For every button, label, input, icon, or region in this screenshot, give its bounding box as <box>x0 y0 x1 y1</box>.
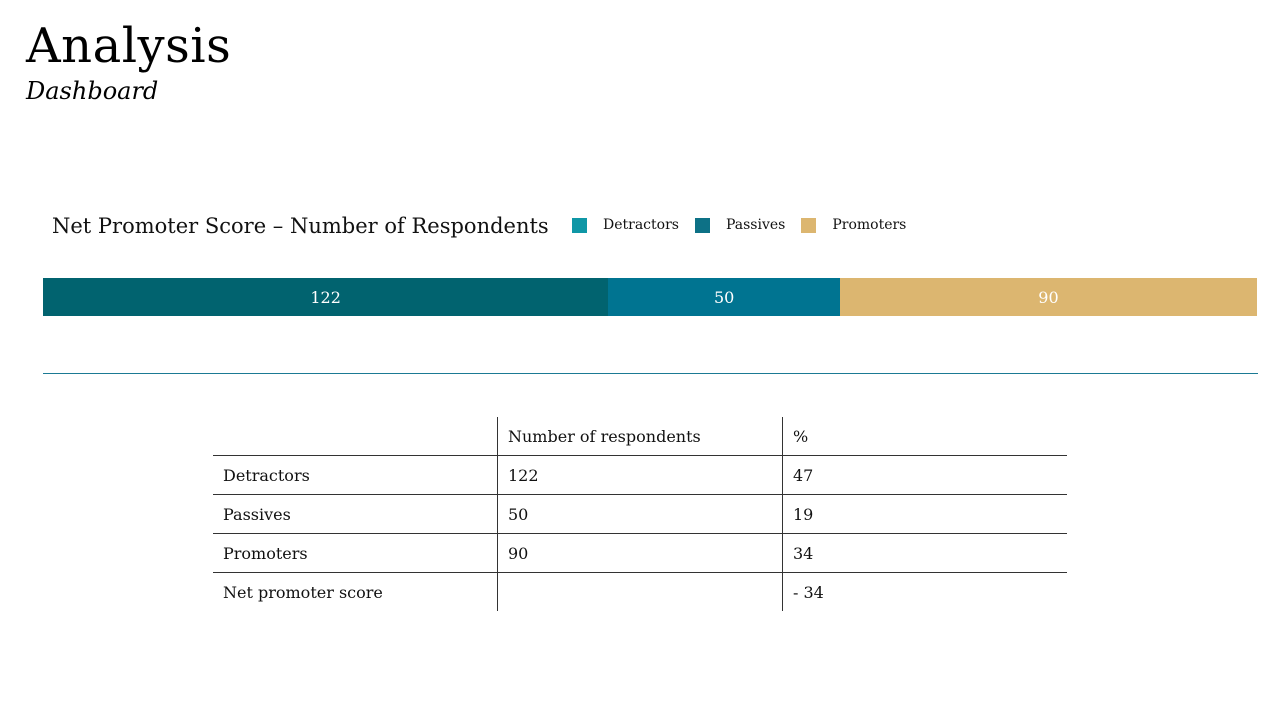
table-cell: - 34 <box>782 572 1067 611</box>
page-title: Analysis <box>26 18 232 74</box>
table-header-cell <box>213 417 498 456</box>
table-row: Detractors 122 47 <box>213 455 1067 495</box>
divider <box>43 373 1258 374</box>
table-cell: 34 <box>782 533 1067 573</box>
legend-item-passives: Passives <box>694 217 786 233</box>
legend-item-detractors: Detractors <box>572 217 679 233</box>
chart-title: Net Promoter Score – Number of Responden… <box>52 214 549 238</box>
legend-label-detractors: Detractors <box>603 217 679 233</box>
table-header-cell: % <box>782 417 1067 456</box>
bar-segment-detractors: 122 <box>43 278 609 316</box>
table-row: Net promoter score - 34 <box>213 572 1067 611</box>
bar-data-label: 90 <box>1038 287 1059 307</box>
table-cell: Promoters <box>213 533 498 573</box>
table-row: Promoters 90 34 <box>213 533 1067 573</box>
bar-data-label: 122 <box>310 287 341 307</box>
table-cell: Net promoter score <box>213 572 498 611</box>
table-cell: 50 <box>497 494 783 534</box>
table-cell: 90 <box>497 533 783 573</box>
table-cell: Passives <box>213 494 498 534</box>
table-header-row: Number of respondents % <box>213 417 1067 456</box>
legend-label-promoters: Promoters <box>832 217 907 233</box>
table-row: Passives 50 19 <box>213 494 1067 534</box>
table-cell: 122 <box>497 455 783 495</box>
bar-segment-passives: 50 <box>608 278 840 316</box>
legend-item-promoters: Promoters <box>801 217 906 233</box>
nps-table: Number of respondents % Detractors 122 4… <box>213 417 1067 611</box>
table-header-cell: Number of respondents <box>497 417 783 456</box>
stacked-bar: 122 50 90 <box>43 278 1257 316</box>
legend-swatch-promoters <box>801 217 817 233</box>
legend-swatch-passives <box>694 217 710 233</box>
bar-data-label: 50 <box>713 287 735 307</box>
table-cell: 47 <box>782 455 1067 495</box>
chart-legend: Detractors Passives Promoters <box>572 217 922 233</box>
table-cell: 19 <box>782 494 1067 534</box>
table-cell: Detractors <box>213 455 498 495</box>
legend-swatch-detractors <box>572 217 587 233</box>
bar-segment-promoters: 90 <box>839 278 1257 316</box>
table-cell <box>497 572 783 611</box>
legend-label-passives: Passives <box>725 217 786 233</box>
page-subtitle: Dashboard <box>26 77 159 105</box>
